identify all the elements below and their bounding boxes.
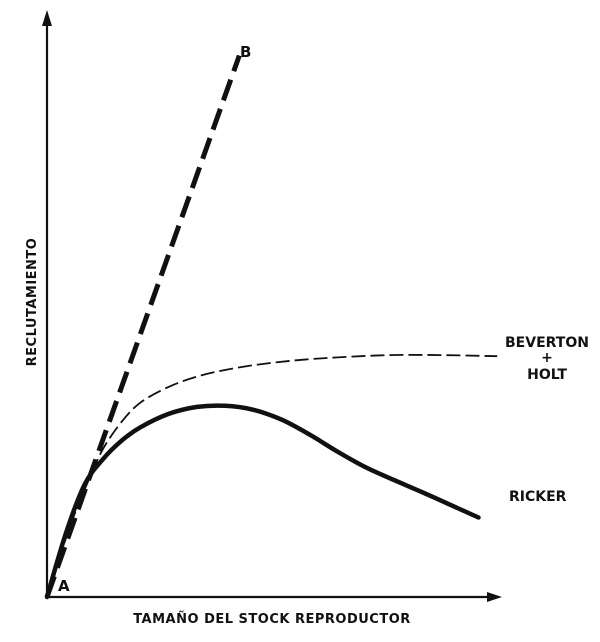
series-label-beverton-holt: BEVERTON + HOLT <box>505 335 589 383</box>
y-axis-arrowhead <box>42 10 52 26</box>
series-label-beverton-line-2: + <box>541 350 553 366</box>
series-label-beverton-line-1: BEVERTON <box>505 335 589 351</box>
point-label-a: A <box>58 577 70 595</box>
x-axis-arrowhead <box>487 592 502 602</box>
series-line-b <box>44 54 242 598</box>
series-line-ricker <box>44 403 481 600</box>
series-line-beverton-holt <box>46 353 498 598</box>
series-label-beverton-line-3: HOLT <box>527 367 567 383</box>
point-label-b: B <box>240 43 251 61</box>
axes <box>42 10 502 602</box>
x-axis-label: TAMAÑO DEL STOCK REPRODUCTOR <box>133 611 411 627</box>
y-axis-label: RECLUTAMIENTO <box>25 238 40 367</box>
series-label-ricker: RICKER <box>509 489 567 505</box>
series-layer <box>44 54 498 600</box>
